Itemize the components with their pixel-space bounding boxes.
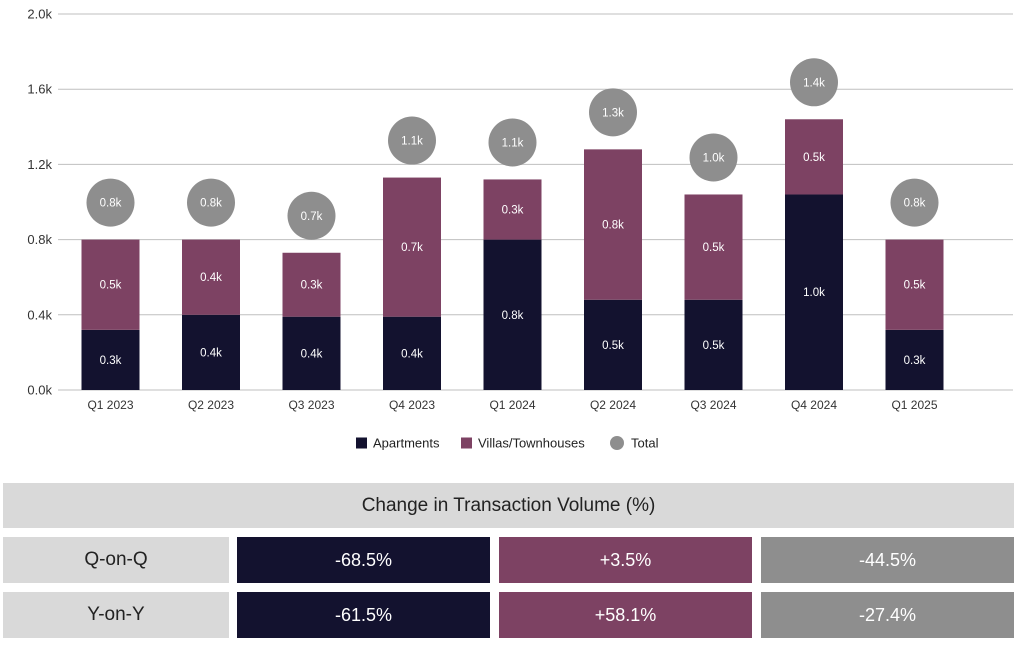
bar-apartments (785, 194, 843, 390)
y-tick-label: 1.6k (27, 82, 52, 97)
total-marker (388, 116, 436, 165)
total-marker (86, 178, 135, 227)
bar-villas (383, 177, 441, 317)
qoq-total-cell: -44.5% (761, 537, 1014, 583)
table-title: Change in Transaction Volume (%) (3, 483, 1014, 528)
bar-label-apartments: 0.4k (301, 348, 323, 360)
total-label: 1.4k (803, 77, 825, 89)
total-label: 1.3k (602, 107, 624, 119)
bar-villas (684, 194, 743, 300)
bar-apartments (885, 329, 944, 390)
total-marker (488, 118, 537, 167)
y-axis-ticks: 0.0k 0.4k 0.8k 1.2k 1.6k 2.0k (27, 7, 52, 398)
y-tick-label: 1.2k (27, 157, 52, 172)
row-label-yoy: Y-on-Y (3, 592, 229, 638)
row-label-qoq: Q-on-Q (3, 537, 229, 583)
total-marker (890, 178, 939, 227)
x-tick-label: Q4 2024 (791, 398, 837, 412)
bar-label-apartments: 1.0k (803, 287, 825, 299)
bar-label-apartments: 0.3k (904, 355, 926, 367)
total-label: 1.1k (401, 136, 423, 148)
bar-villas (785, 119, 843, 195)
bar-label-villas: 0.7k (401, 242, 423, 254)
bar-apartments (81, 329, 140, 390)
legend-swatch-total (610, 436, 624, 450)
x-tick-label: Q1 2025 (891, 398, 937, 412)
yoy-villas-cell: +58.1% (499, 592, 752, 638)
yoy-total-cell: -27.4% (761, 592, 1014, 638)
bar-label-villas: 0.3k (301, 280, 323, 292)
x-tick-label: Q3 2023 (288, 398, 334, 412)
bar-villas (483, 179, 542, 240)
legend: Apartments Villas/Townhouses Total (356, 436, 659, 451)
bar-villas (282, 252, 341, 317)
total-marker (287, 191, 336, 240)
bar-label-apartments: 0.8k (502, 310, 524, 322)
stacked-bar-chart: 0.0k 0.4k 0.8k 1.2k 1.6k 2.0k 0.3k 0.5k 0.8k 0.4… (27, 7, 1013, 451)
legend-label-villas: Villas/Townhouses (478, 436, 585, 451)
legend-label-apartments: Apartments (373, 436, 440, 451)
total-label: 0.8k (100, 198, 122, 210)
bar-apartments (483, 239, 542, 390)
bar-label-apartments: 0.4k (200, 347, 222, 359)
total-label: 0.8k (904, 198, 926, 210)
x-tick-label: Q2 2024 (590, 398, 636, 412)
legend-swatch-villas (461, 437, 472, 449)
total-label: 1.0k (703, 152, 725, 164)
total-label: 0.7k (301, 211, 323, 223)
bar-label-villas: 0.5k (100, 280, 122, 292)
x-tick-label: Q2 2023 (188, 398, 234, 412)
x-tick-label: Q1 2024 (489, 398, 535, 412)
y-tick-label: 0.8k (27, 232, 52, 247)
legend-swatch-apartments (356, 437, 367, 449)
qoq-villas-cell: +3.5% (499, 537, 752, 583)
bar-villas (182, 239, 240, 315)
bar-label-villas: 0.5k (803, 152, 825, 164)
bar-label-apartments: 0.3k (100, 355, 122, 367)
bar-apartments (584, 299, 642, 390)
bar-label-villas: 0.8k (602, 220, 624, 232)
bar-villas (584, 149, 642, 300)
bar-apartments (182, 314, 240, 390)
y-tick-label: 0.4k (27, 307, 52, 322)
bar-label-villas: 0.4k (200, 272, 222, 284)
legend-label-total: Total (631, 436, 659, 451)
bar-villas (885, 239, 944, 330)
total-marker (790, 58, 838, 107)
bar-label-apartments: 0.5k (602, 340, 624, 352)
y-tick-label: 2.0k (27, 7, 52, 22)
bar-label-apartments: 0.5k (703, 340, 725, 352)
bar-apartments (684, 299, 743, 390)
bars: 0.3k 0.5k 0.8k 0.4k 0.4k 0.8k 0.4k 0.3k 0.7k 0.4k… (81, 58, 944, 390)
bar-label-villas: 0.3k (502, 205, 524, 217)
total-label: 0.8k (200, 198, 222, 210)
x-tick-label: Q1 2023 (87, 398, 133, 412)
x-tick-label: Q3 2024 (690, 398, 736, 412)
total-marker (689, 133, 738, 182)
y-tick-label: 0.0k (27, 383, 52, 398)
yoy-apartments-cell: -61.5% (237, 592, 490, 638)
bar-label-apartments: 0.4k (401, 348, 423, 360)
total-marker (187, 178, 235, 227)
bar-apartments (282, 316, 341, 390)
total-label: 1.1k (502, 137, 524, 149)
qoq-apartments-cell: -68.5% (237, 537, 490, 583)
bar-label-villas: 0.5k (904, 280, 926, 292)
x-axis-ticks: Q1 2023 Q2 2023 Q3 2023 Q4 2023 Q1 2024 Q2 20… (87, 398, 937, 412)
x-tick-label: Q4 2023 (389, 398, 435, 412)
bar-apartments (383, 316, 441, 390)
total-marker (589, 88, 637, 137)
bar-villas (81, 239, 140, 330)
bar-label-villas: 0.5k (703, 242, 725, 254)
